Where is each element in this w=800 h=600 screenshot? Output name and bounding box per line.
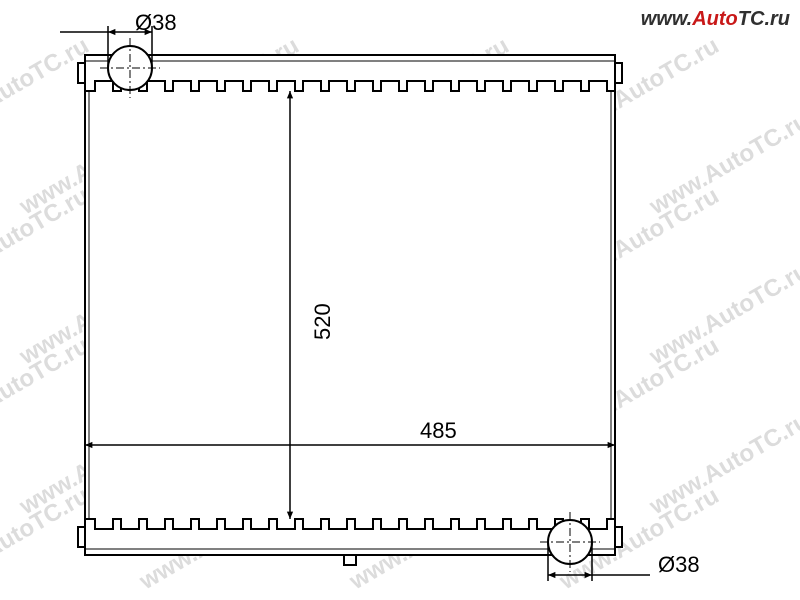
dim-width: 485 bbox=[420, 418, 457, 444]
dim-bottom-port: Ø38 bbox=[658, 552, 700, 578]
dim-height: 520 bbox=[310, 303, 336, 340]
dim-top-port: Ø38 bbox=[135, 10, 177, 36]
radiator-drawing bbox=[0, 0, 800, 600]
